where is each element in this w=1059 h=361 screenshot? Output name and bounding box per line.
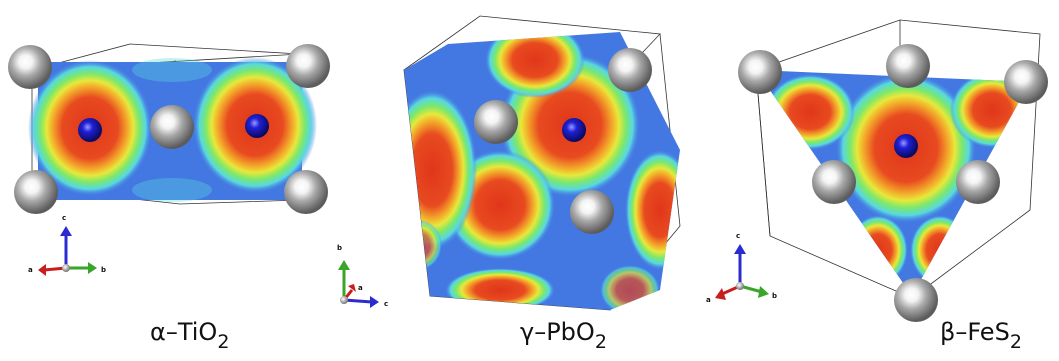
axes-indicator: c a b [706, 232, 777, 304]
anion-atom [14, 170, 58, 214]
caption-beta-fes2: β–FeS2 [940, 318, 1022, 353]
alpha-tio2-structure: c a b [8, 43, 330, 276]
panel-beta-fes2: c a b β–FeS2 [700, 0, 1059, 361]
density-lobe [485, 32, 585, 98]
caption-main: α–TiO [150, 318, 218, 346]
cation-atom [78, 118, 102, 142]
gamma-pbo2-structure: b a c [337, 15, 681, 311]
caption-subscript: 2 [217, 331, 230, 353]
density-lobe [910, 215, 970, 285]
axis-label-b: b [101, 266, 106, 274]
anion-atom [1004, 60, 1048, 104]
axis-label-b: b [772, 292, 777, 300]
axis-label-a: a [706, 296, 711, 304]
beta-fes2-structure: c a b [706, 19, 1048, 322]
anion-atom [956, 160, 1000, 204]
axes-indicator: b a c [337, 244, 388, 308]
caption-subscript: 2 [1009, 331, 1022, 353]
panel-gamma-pbo2: b a c γ–PbO2 [320, 0, 700, 361]
anion-atom [570, 190, 614, 234]
axis-label-c: c [62, 214, 66, 222]
axis-label-c: c [736, 232, 740, 240]
density-lobe [848, 215, 908, 285]
anion-atom [286, 44, 330, 88]
anion-atom [886, 44, 930, 88]
density-lobe [765, 74, 855, 150]
axis-label-c: c [384, 300, 388, 308]
density-lobe [625, 150, 680, 270]
anion-atom [608, 48, 652, 92]
axes-indicator: c a b [28, 214, 106, 276]
cation-atom [562, 118, 586, 142]
caption-main: γ–PbO [520, 318, 595, 346]
caption-gamma-pbo2: γ–PbO2 [520, 318, 607, 353]
anion-atom [894, 278, 938, 322]
caption-alpha-tio2: α–TiO2 [150, 318, 229, 353]
anion-atom [8, 45, 52, 89]
axis-label-a: a [28, 266, 33, 274]
cation-atom [245, 114, 269, 138]
axis-label-b: b [337, 244, 342, 252]
axis-label-a: a [358, 284, 363, 292]
density-lobe [445, 268, 555, 310]
anion-atom [474, 100, 518, 144]
anion-atom [738, 50, 782, 94]
caption-subscript: 2 [594, 331, 607, 353]
anion-atom [284, 170, 328, 214]
cation-atom [894, 134, 918, 158]
caption-main: β–FeS [940, 318, 1010, 346]
anion-atom [150, 105, 194, 149]
anion-atom [812, 160, 856, 204]
panel-alpha-tio2: c a b α–TiO2 [0, 0, 340, 361]
